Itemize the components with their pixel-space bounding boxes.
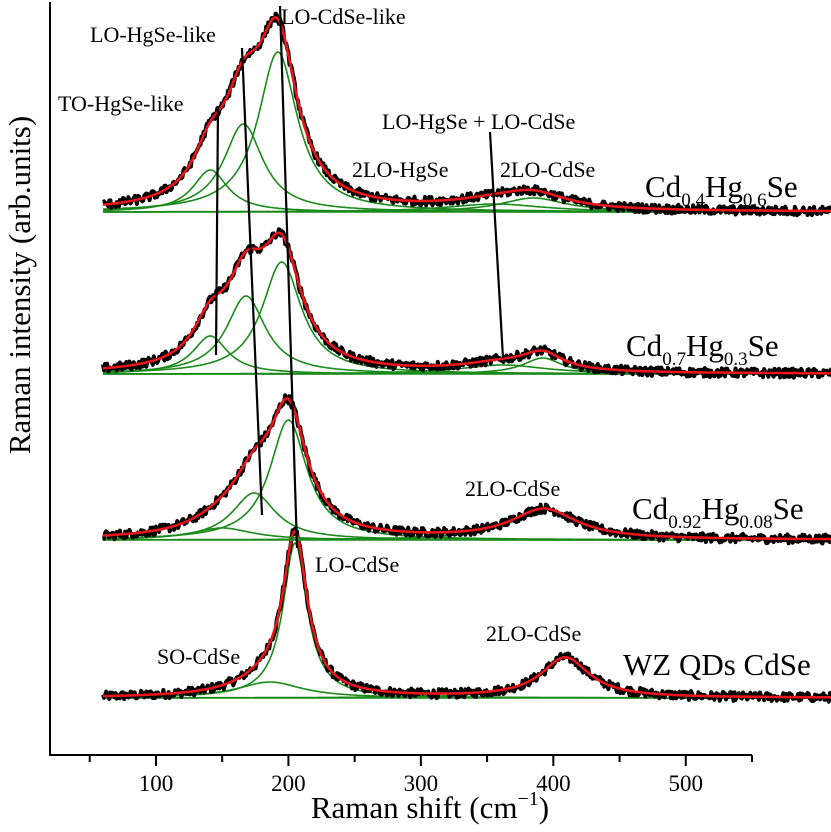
sample-labels: Cd0.4Hg0.6Se Cd0.7Hg0.3Se Cd0.92Hg0.08Se… bbox=[623, 169, 811, 682]
sample-label-cd092: Cd0.92Hg0.08Se bbox=[632, 491, 804, 533]
x-axis-title: Raman shift (cm−1) bbox=[311, 788, 549, 825]
cd04-2lo-cdse-label: 2LO-CdSe bbox=[500, 157, 595, 182]
y-axis-title: Raman intensity (arb.units) bbox=[2, 116, 37, 454]
wz-so-cdse-label: SO-CdSe bbox=[157, 644, 240, 669]
sample-label-cd04: Cd0.4Hg0.6Se bbox=[645, 169, 798, 211]
wz-2lo-cdse-label: 2LO-CdSe bbox=[486, 621, 581, 646]
x-tick-label: 500 bbox=[669, 771, 704, 796]
guide-lo-hgse-like bbox=[240, 47, 264, 516]
to-hgse-like-label: TO-HgSe-like bbox=[58, 91, 183, 116]
spectrum-3 bbox=[101, 11, 831, 218]
guide-to-hgse-like bbox=[214, 105, 220, 356]
cd04-2lo-hgse-label: 2LO-HgSe bbox=[352, 157, 449, 182]
component-peak bbox=[103, 357, 831, 375]
cd092-2lo-cdse-label: 2LO-CdSe bbox=[465, 476, 560, 501]
x-axis-ticks: 100 200 300 400 500 bbox=[88, 755, 753, 796]
component-peak bbox=[103, 197, 831, 213]
component-peak bbox=[102, 419, 831, 541]
x-tick-label: 100 bbox=[139, 771, 174, 796]
total-fit bbox=[103, 529, 831, 699]
total-fit bbox=[102, 397, 831, 541]
x-tick-label: 200 bbox=[271, 771, 306, 796]
sample-label-wz: WZ QDs CdSe bbox=[623, 647, 811, 682]
lo-hgse-plus-lo-cdse-label: LO-HgSe + LO-CdSe bbox=[382, 109, 575, 134]
component-peak bbox=[103, 261, 831, 375]
spectrum-1 bbox=[102, 393, 831, 546]
component-peak bbox=[102, 51, 831, 213]
lo-cdse-like-label: LO-CdSe-like bbox=[281, 4, 406, 29]
guide-lo-cdse-like bbox=[278, 5, 299, 549]
sample-label-cd07: Cd0.7Hg0.3Se bbox=[626, 328, 779, 370]
x-tick-label: 400 bbox=[536, 771, 571, 796]
total-fit bbox=[102, 16, 831, 213]
component-peak bbox=[103, 541, 831, 699]
spectrum-0 bbox=[101, 527, 831, 704]
annotation-labels: SO-CdSe LO-CdSe 2LO-CdSe 2LO-CdSe 2LO-Hg… bbox=[58, 4, 595, 669]
total-fit bbox=[102, 231, 831, 375]
lo-hgse-like-label: LO-HgSe-like bbox=[90, 22, 216, 47]
wz-lo-cdse-label: LO-CdSe bbox=[315, 552, 399, 577]
guide-lines bbox=[214, 5, 505, 549]
x-tick-label: 300 bbox=[404, 771, 439, 796]
guide-lo-hgse-lo-cdse bbox=[488, 131, 505, 359]
